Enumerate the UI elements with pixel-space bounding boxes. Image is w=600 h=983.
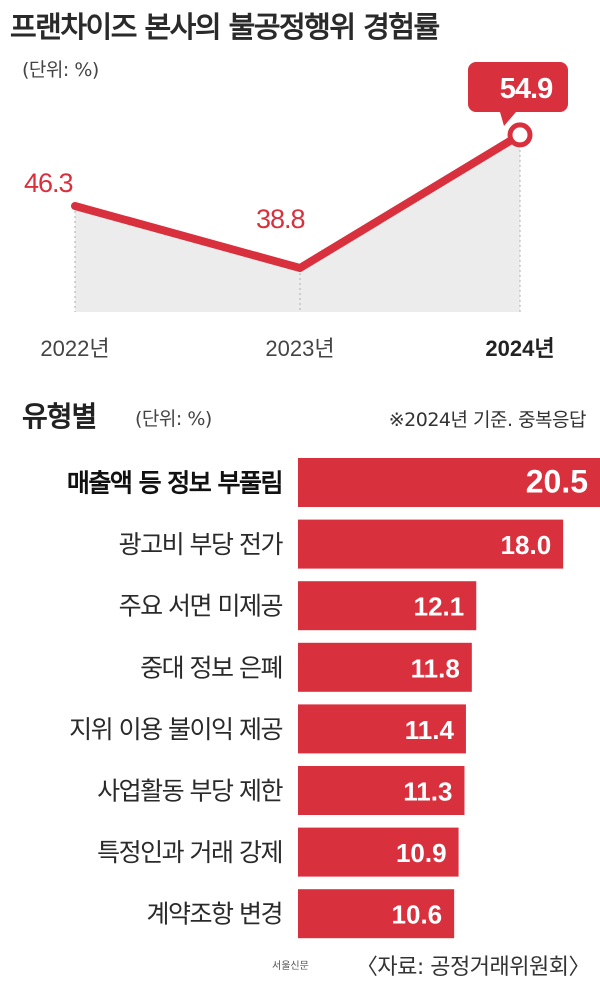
basis-note: ※2024년 기준. 중복응답 — [388, 409, 587, 431]
category-label: 광고비 부당 전가 — [119, 530, 284, 559]
section-title: 유형별 — [22, 400, 97, 433]
category-label: 매출액 등 정보 부풀림 — [67, 469, 282, 498]
section-unit-label: (단위: %) — [135, 408, 212, 430]
category-label: 계약조항 변경 — [147, 900, 282, 929]
bar-value-label: 10.9 — [396, 838, 447, 868]
bar — [298, 642, 472, 692]
series-line — [71, 130, 524, 272]
bar-value-label: 11.4 — [405, 715, 455, 745]
credit-label: 서울신문 — [272, 961, 309, 972]
line-area — [75, 134, 520, 312]
source-label: 〈자료: 공정거래위원회〉 — [355, 955, 591, 980]
bar — [298, 458, 600, 507]
category-label: 중대 정보 은폐 — [140, 653, 282, 682]
unit-label: (단위: %) — [22, 59, 99, 81]
highlight-point — [507, 122, 533, 148]
data-label: 38.8 — [256, 204, 305, 234]
category-label: 사업활동 부당 제한 — [97, 777, 283, 806]
value-callout — [468, 62, 568, 126]
bar — [298, 704, 466, 754]
bar — [298, 827, 459, 877]
bar — [298, 766, 465, 815]
bar-value-label: 11.3 — [403, 777, 452, 807]
category-label: 지위 이용 불이익 제공 — [69, 715, 282, 744]
data-label: 54.9 — [500, 73, 553, 105]
line-chart: 46.3 38.8 54.9 2022년 2023년 2024년 — [24, 62, 568, 361]
bar-value-label: 10.6 — [392, 900, 443, 930]
category-label: 주요 서면 미제공 — [119, 592, 283, 621]
category-label: 특정인과 거래 강제 — [97, 838, 282, 867]
chart-title: 프랜차이즈 본사의 불공정행위 경험률 — [10, 10, 440, 44]
bar — [298, 889, 455, 939]
bar — [298, 519, 564, 569]
x-tick-label: 2023년 — [265, 336, 334, 361]
bar-value-label: 12.1 — [414, 592, 465, 622]
bar-value-label: 11.8 — [411, 653, 460, 683]
data-label: 46.3 — [24, 168, 73, 198]
bar — [298, 581, 477, 631]
bar-value-label: 18.0 — [501, 530, 552, 560]
bar-value-label: 20.5 — [526, 464, 588, 500]
x-tick-label: 2024년 — [485, 336, 554, 361]
x-tick-label: 2022년 — [40, 336, 109, 361]
